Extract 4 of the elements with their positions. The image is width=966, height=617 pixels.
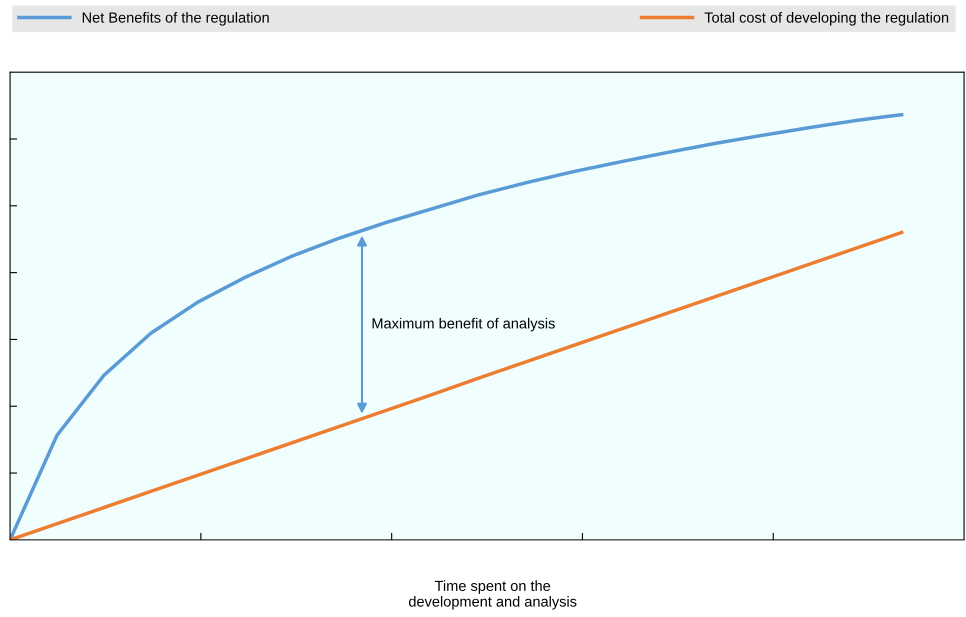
legend-label: Total cost of developing the regulation bbox=[704, 12, 948, 26]
legend-label: Net Benefits of the regulation bbox=[82, 12, 269, 26]
annotation: Maximum benefit of analysis bbox=[372, 318, 555, 332]
x-axis-title: Time spent on the development and analysis bbox=[408, 580, 576, 610]
